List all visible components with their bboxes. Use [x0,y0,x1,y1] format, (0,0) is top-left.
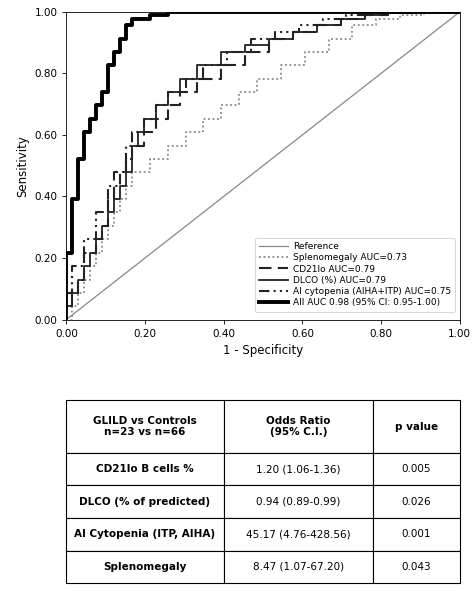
Y-axis label: Sensitivity: Sensitivity [16,135,29,197]
Legend: Reference, Splenomegaly AUC=0.73, CD21lo AUC=0.79, DLCO (%) AUC=0.79, AI cytopen: Reference, Splenomegaly AUC=0.73, CD21lo… [255,238,455,312]
X-axis label: 1 - Specificity: 1 - Specificity [223,344,303,357]
